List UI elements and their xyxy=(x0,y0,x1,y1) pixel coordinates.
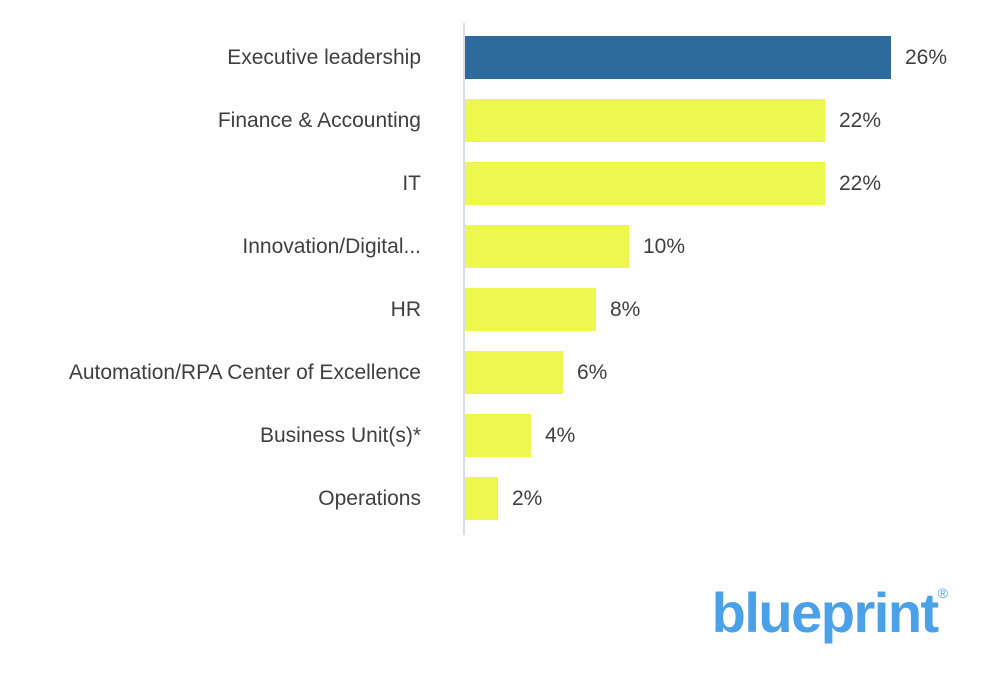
value-label: 2% xyxy=(512,486,543,510)
bar-area: 6% xyxy=(443,341,1000,404)
category-label: Innovation/Digital... xyxy=(242,234,421,258)
bar-area: 22% xyxy=(443,89,1000,152)
chart-row: Business Unit(s)* 4% xyxy=(0,404,1000,467)
category-label: Finance & Accounting xyxy=(217,108,421,132)
bar xyxy=(465,225,629,268)
bar xyxy=(465,414,531,457)
category-label: IT xyxy=(402,171,421,195)
bar-area: 22% xyxy=(443,152,1000,215)
bar-area: 10% xyxy=(443,215,1000,278)
value-label: 22% xyxy=(839,171,882,195)
bar-area: 8% xyxy=(443,278,1000,341)
chart-row: Automation/RPA Center of Excellence 6% xyxy=(0,341,1000,404)
bar xyxy=(465,162,825,205)
value-label: 4% xyxy=(545,423,576,447)
chart-row: Operations 2% xyxy=(0,467,1000,530)
category-label: HR xyxy=(390,297,421,321)
category-label: Business Unit(s)* xyxy=(259,423,421,447)
bar xyxy=(465,351,563,394)
bar-area: 4% xyxy=(443,404,1000,467)
value-label: 26% xyxy=(905,45,948,69)
value-label: 10% xyxy=(643,234,686,258)
value-label: 8% xyxy=(610,297,641,321)
bar xyxy=(465,36,891,79)
bar-area: 2% xyxy=(443,467,1000,530)
chart-row: IT 22% xyxy=(0,152,1000,215)
chart-row: Innovation/Digital... 10% xyxy=(0,215,1000,278)
value-label: 22% xyxy=(839,108,882,132)
bar xyxy=(465,288,596,331)
category-label: Automation/RPA Center of Excellence xyxy=(68,360,421,384)
chart-row: Finance & Accounting 22% xyxy=(0,89,1000,152)
blueprint-logo: blueprint® xyxy=(712,585,948,641)
blueprint-logo-text: blueprint xyxy=(711,581,940,644)
registered-trademark-icon: ® xyxy=(937,585,948,601)
chart-row: Executive leadership 26% xyxy=(0,26,1000,89)
bar xyxy=(465,477,498,520)
bar-chart: Executive leadership 26% Finance & Accou… xyxy=(0,26,1000,530)
bar-area: 26% xyxy=(443,26,1000,89)
bar xyxy=(465,99,825,142)
axis-line xyxy=(463,23,465,535)
category-label: Executive leadership xyxy=(227,45,421,69)
category-label: Operations xyxy=(318,486,421,510)
value-label: 6% xyxy=(577,360,608,384)
chart-row: HR 8% xyxy=(0,278,1000,341)
